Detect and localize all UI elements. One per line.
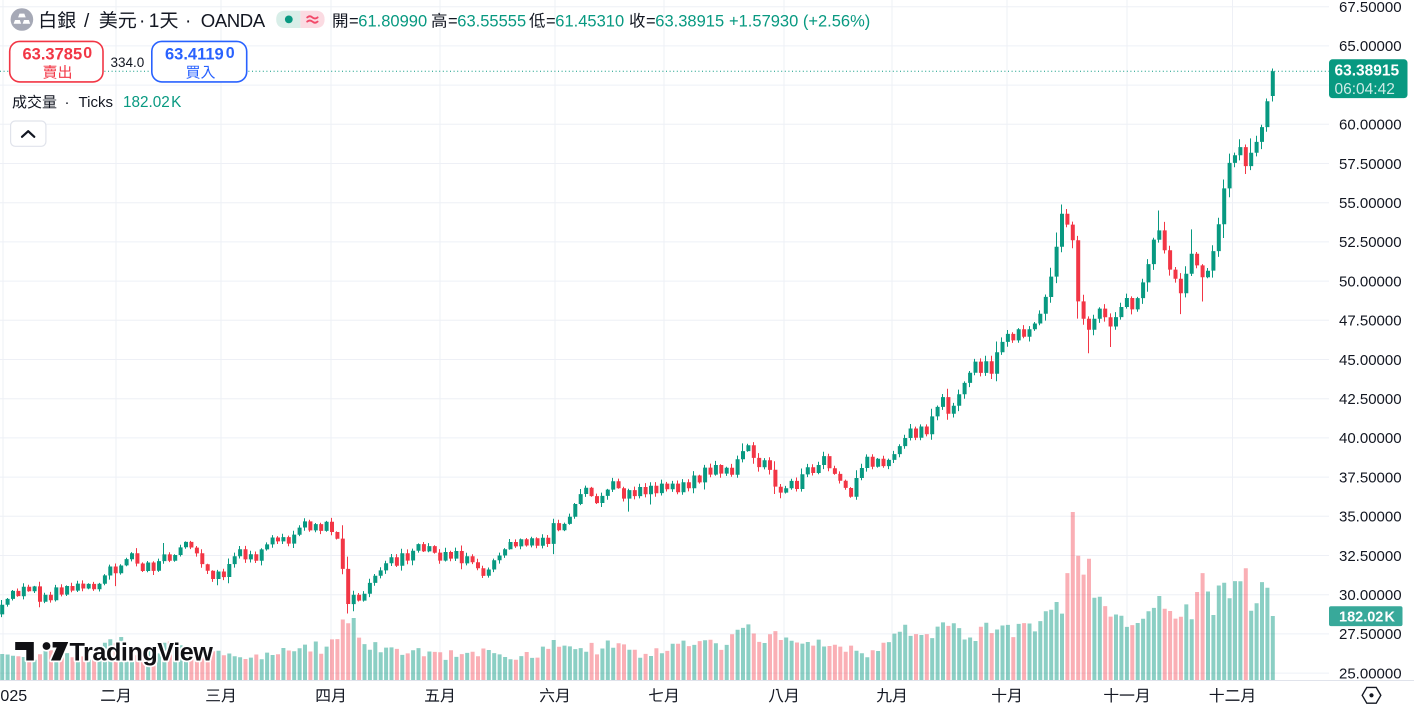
- svg-text:32.50000: 32.50000: [1339, 548, 1402, 565]
- svg-text:=: =: [448, 13, 458, 31]
- svg-text:27.50000: 27.50000: [1339, 626, 1402, 643]
- svg-text:1: 1: [149, 11, 160, 32]
- svg-text:=: =: [349, 13, 359, 31]
- svg-text:0: 0: [83, 45, 92, 62]
- svg-text:63.4119: 63.4119: [165, 46, 224, 64]
- svg-text:·: ·: [185, 11, 191, 32]
- svg-text:42.50000: 42.50000: [1339, 391, 1402, 408]
- svg-text:50.00000: 50.00000: [1339, 273, 1402, 290]
- svg-text:0: 0: [226, 45, 235, 62]
- svg-text:25.00000: 25.00000: [1339, 665, 1402, 682]
- svg-text:45.00000: 45.00000: [1339, 352, 1402, 369]
- svg-text:30.00000: 30.00000: [1339, 587, 1402, 604]
- svg-text:OANDA: OANDA: [201, 10, 266, 31]
- svg-text:57.50000: 57.50000: [1339, 156, 1402, 173]
- svg-text:06:04:42: 06:04:42: [1335, 81, 1395, 98]
- svg-text:61.80990: 61.80990: [358, 13, 427, 31]
- svg-text:63.55555: 63.55555: [457, 13, 526, 31]
- svg-text:182.02 K: 182.02 K: [1339, 610, 1396, 626]
- svg-text:·: ·: [65, 94, 70, 111]
- svg-text:65.00000: 65.00000: [1339, 38, 1402, 55]
- svg-text:35.00000: 35.00000: [1339, 509, 1402, 526]
- svg-text:47.50000: 47.50000: [1339, 313, 1402, 330]
- svg-text:40.00000: 40.00000: [1339, 430, 1402, 447]
- svg-text:67.50000: 67.50000: [1339, 0, 1402, 16]
- svg-text:TradingView: TradingView: [70, 639, 214, 667]
- svg-text:2025: 2025: [0, 688, 27, 705]
- svg-text:63.38915: 63.38915: [655, 13, 724, 31]
- svg-text:=: =: [546, 13, 556, 31]
- svg-text:63.38915: 63.38915: [1335, 62, 1400, 79]
- svg-text:·: ·: [139, 11, 145, 32]
- svg-text:63.3785: 63.3785: [23, 46, 83, 64]
- svg-text:334.0: 334.0: [111, 55, 145, 70]
- svg-text:+1.57930 (+2.56%): +1.57930 (+2.56%): [729, 13, 870, 31]
- svg-text:60.00000: 60.00000: [1339, 117, 1402, 134]
- svg-text:/: /: [84, 11, 90, 32]
- svg-text:182.02 K: 182.02 K: [123, 94, 182, 111]
- svg-text:Ticks: Ticks: [79, 94, 113, 111]
- svg-text:=: =: [646, 13, 656, 31]
- svg-text:37.50000: 37.50000: [1339, 469, 1402, 486]
- svg-text:52.50000: 52.50000: [1339, 234, 1402, 251]
- svg-text:61.45310: 61.45310: [555, 13, 624, 31]
- svg-text:55.00000: 55.00000: [1339, 195, 1402, 212]
